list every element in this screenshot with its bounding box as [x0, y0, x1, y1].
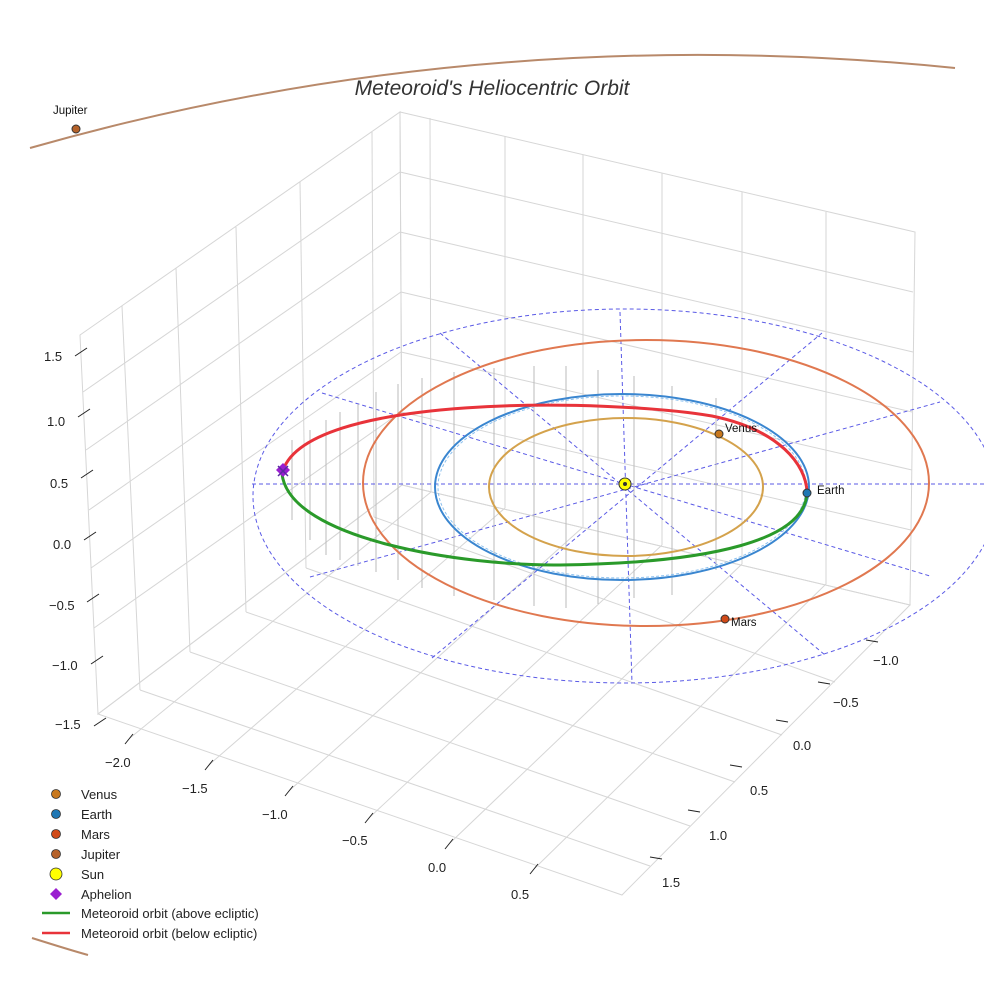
x-tick: −1.0 [262, 807, 288, 822]
earth-marker [802, 488, 812, 498]
y-tick: −0.5 [833, 695, 859, 710]
z-tick: 1.5 [44, 349, 62, 364]
mars-orbit [362, 339, 930, 627]
legend-aphelion-label: Aphelion [81, 887, 132, 902]
legend-venus-swatch [51, 789, 61, 799]
z-tick: 0.0 [53, 537, 71, 552]
earth-orbit [434, 393, 810, 581]
earth-label: Earth [817, 485, 845, 497]
mars-marker [720, 614, 730, 624]
legend-sun-label: Sun [81, 867, 104, 882]
x-tick: −2.0 [105, 755, 131, 770]
legend-aphelion-swatch [50, 888, 62, 900]
axis-grid [79, 111, 916, 896]
legend-sun-swatch [49, 867, 63, 881]
legend: Venus Earth Mars Jupiter Sun Aphelion Me… [42, 787, 259, 941]
ecliptic-reference [252, 308, 984, 684]
z-tick: −1.5 [55, 717, 81, 732]
y-tick: 1.0 [709, 828, 727, 843]
y-tick: 1.5 [662, 875, 680, 890]
legend-mars-label: Mars [81, 827, 110, 842]
x-tick: 0.0 [428, 860, 446, 875]
y-tick: 0.0 [793, 738, 811, 753]
z-tick: 1.0 [47, 414, 65, 429]
chart-title: Meteoroid's Heliocentric Orbit [355, 77, 631, 100]
legend-venus-label: Venus [81, 787, 118, 802]
venus-marker [714, 429, 724, 439]
venus-orbit [488, 417, 764, 557]
x-tick: −0.5 [342, 833, 368, 848]
z-tick: 0.5 [50, 476, 68, 491]
venus-label: Venus [725, 423, 757, 435]
meteoroid-orbit-below [280, 403, 809, 493]
legend-below-label: Meteoroid orbit (below ecliptic) [81, 926, 257, 941]
jupiter-orbit [29, 53, 956, 149]
legend-above-label: Meteoroid orbit (above ecliptic) [81, 906, 259, 921]
floor-grid [96, 484, 911, 896]
jupiter-orbit-lower [31, 937, 89, 956]
legend-jupiter-label: Jupiter [81, 847, 121, 862]
x-tick: −1.5 [182, 781, 208, 796]
jupiter-marker [71, 124, 81, 134]
jupiter-label: Jupiter [53, 105, 88, 117]
legend-earth-label: Earth [81, 807, 112, 822]
mars-label: Mars [731, 617, 757, 629]
z-tick-labels: 1.5 1.0 0.5 0.0 −0.5 −1.0 −1.5 [44, 349, 81, 732]
y-tick-labels: −1.0 −0.5 0.0 0.5 1.0 1.5 [662, 653, 899, 890]
sun-marker [618, 477, 632, 491]
z-tick: −1.0 [52, 658, 78, 673]
legend-mars-swatch [51, 829, 61, 839]
y-tick: 0.5 [750, 783, 768, 798]
y-tick: −1.0 [873, 653, 899, 668]
x-tick: 0.5 [511, 887, 529, 902]
legend-jupiter-swatch [51, 849, 61, 859]
aphelion-marker [276, 463, 290, 477]
back-wall-grid [399, 111, 916, 606]
legend-earth-swatch [51, 809, 61, 819]
tick-marks [74, 347, 879, 875]
z-tick: −0.5 [49, 598, 75, 613]
drop-lines [291, 366, 717, 608]
meteoroid-orbit-above [280, 473, 809, 567]
x-tick-labels: −2.0 −1.5 −1.0 −0.5 0.0 0.5 [105, 755, 529, 902]
